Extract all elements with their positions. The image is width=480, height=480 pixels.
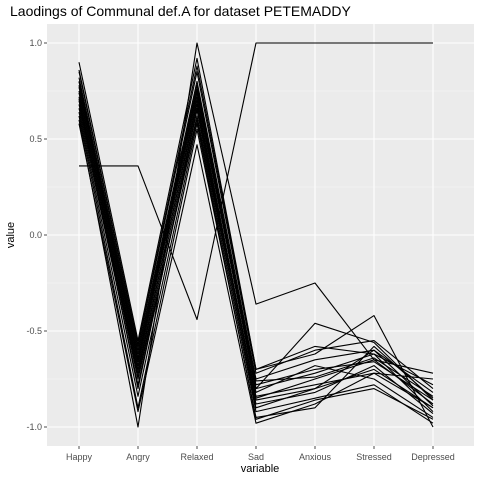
series-line-18 [78,65,434,386]
y-tick-label: 1.0 [29,38,42,48]
y-axis-title: value [5,222,17,248]
y-tick-label: -0.5 [26,326,42,336]
y-tick-label: -1.0 [26,422,42,432]
series-line-14 [78,108,434,415]
y-tick-label: 0.5 [29,134,42,144]
x-tick-label-stressed: Stressed [356,452,392,462]
x-axis-ticks: Happy Angry Relaxed Sad Anxious Stressed Depre… [66,446,455,462]
x-tick-label-relaxed: Relaxed [180,452,213,462]
chart-title: Laodings of Communal def.A for dataset P… [10,3,351,19]
x-tick-label-anxious: Anxious [299,452,332,462]
y-tick-label: 0.0 [29,230,42,240]
x-tick-label-angry: Angry [126,452,150,462]
series-line-17 [78,111,434,420]
series-line-13 [78,104,434,424]
series-line-20 [78,81,434,401]
series-line-10 [78,81,434,401]
x-tick-label-sad: Sad [248,452,264,462]
series-line-19 [78,98,434,407]
series-line-12 [78,71,434,390]
series-lines [78,42,434,428]
series-line-1 [79,42,433,321]
series-line-16 [78,87,434,397]
series-line-6 [78,100,434,409]
y-axis-ticks: -1.0 -0.5 0.0 0.5 1.0 [26,38,47,432]
series-line-15 [78,92,434,409]
x-tick-label-happy: Happy [66,452,93,462]
x-axis-title: variable [241,463,280,475]
x-tick-label-depressed: Depressed [411,452,455,462]
